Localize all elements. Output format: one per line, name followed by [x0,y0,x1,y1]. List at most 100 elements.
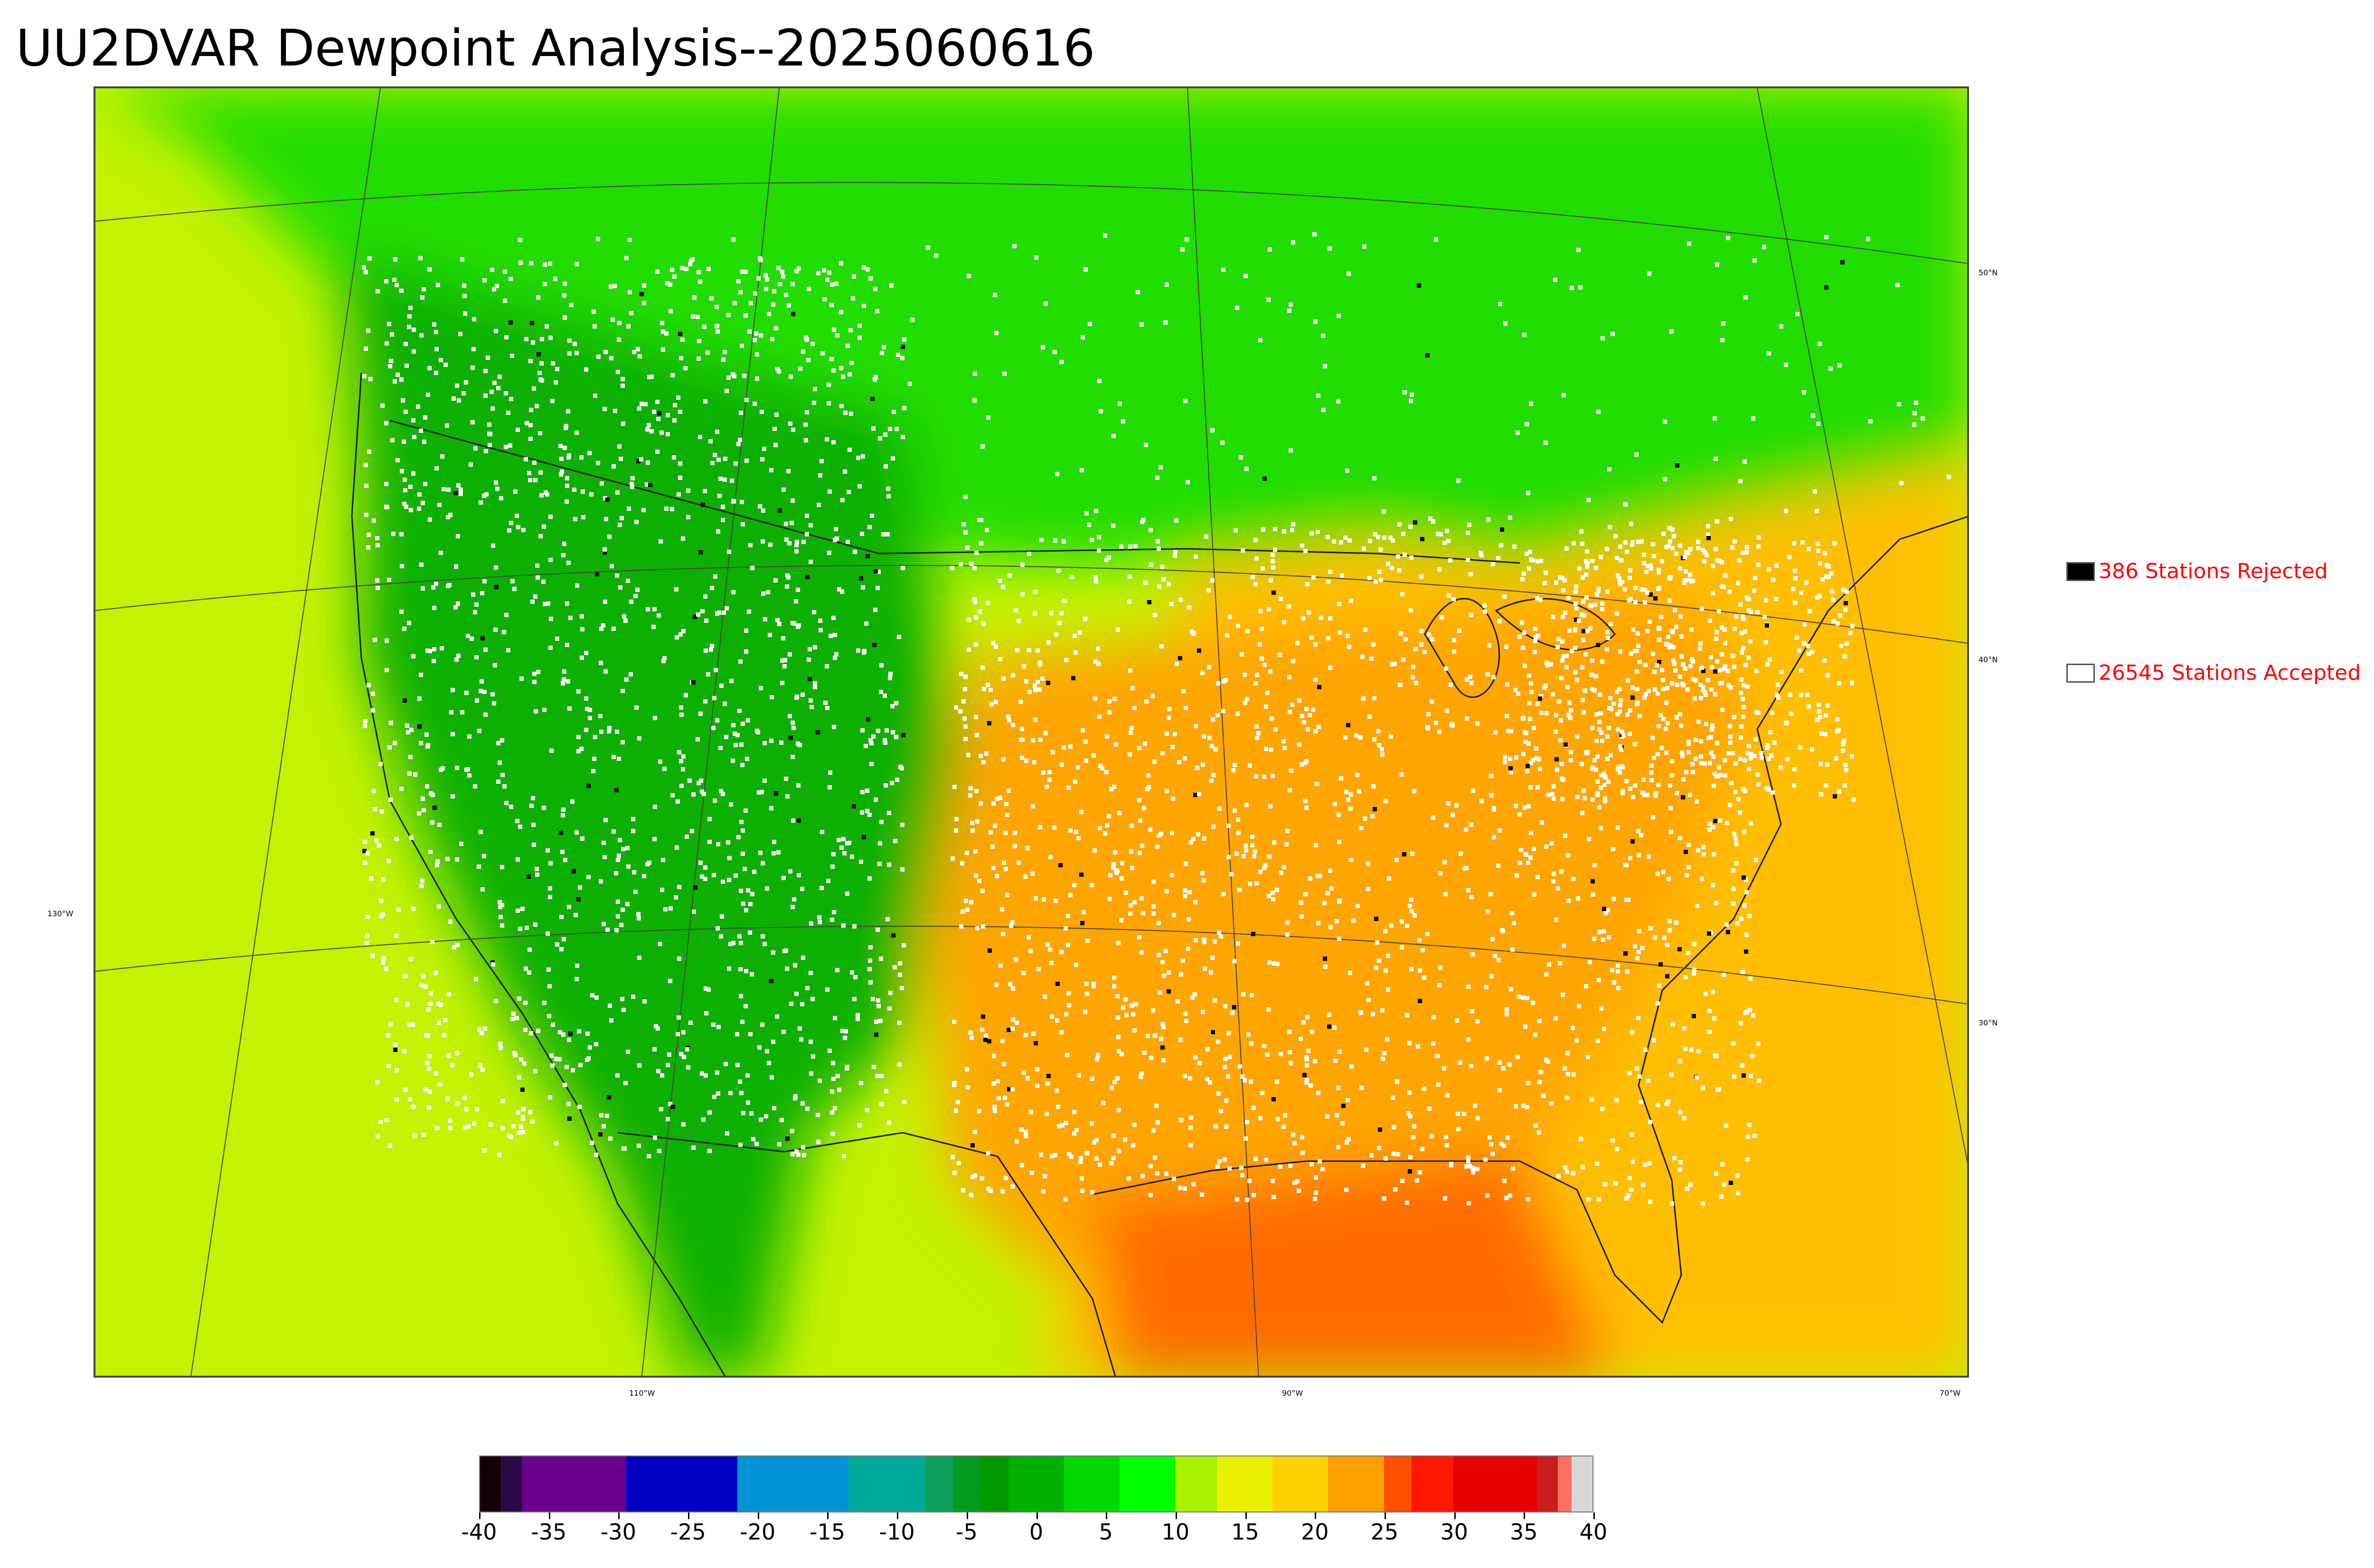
station-accepted [759,333,763,338]
station-accepted [581,489,585,494]
station-accepted [1094,579,1098,583]
station-accepted [366,545,370,550]
station-accepted [1654,791,1658,796]
station-rejected [1302,1073,1307,1077]
station-accepted [1304,806,1309,810]
station-accepted [1396,554,1400,559]
station-accepted [980,444,985,449]
station-accepted [1060,762,1064,767]
station-accepted [392,278,396,282]
station-accepted [464,1107,469,1111]
station-accepted [1707,827,1712,832]
station-accepted [1008,982,1012,986]
station-accepted [1623,863,1627,867]
station-accepted [793,963,797,967]
station-accepted [803,423,808,427]
station-accepted [1667,544,1671,548]
dewpoint-map[interactable] [94,86,1969,1378]
station-accepted [1765,662,1770,667]
station-accepted [1279,871,1283,875]
station-accepted [435,859,440,864]
station-accepted [419,429,423,433]
station-accepted [1718,773,1723,777]
station-accepted [593,735,597,739]
station-accepted [956,1100,960,1104]
station-accepted [1629,1188,1633,1192]
station-accepted [1015,648,1019,652]
station-accepted [893,839,897,843]
station-accepted [1305,1015,1309,1019]
station-accepted [1717,765,1721,770]
station-accepted [610,564,614,568]
station-accepted [1471,1170,1475,1174]
station-accepted [1533,639,1537,643]
station-accepted [1437,567,1441,572]
station-accepted [746,1100,750,1105]
station-accepted [731,759,735,763]
station-accepted [475,1107,479,1111]
station-accepted [575,830,579,835]
station-accepted [643,402,648,406]
station-accepted [1271,774,1275,778]
station-accepted [879,1102,884,1106]
station-accepted [1720,560,1724,564]
station-accepted [1297,1189,1301,1193]
station-accepted [744,629,748,633]
station-accepted [970,828,975,833]
station-accepted [1384,968,1388,973]
station-accepted [1752,1134,1757,1138]
station-accepted [1688,664,1693,668]
station-accepted [439,1003,443,1007]
station-accepted [772,840,776,844]
station-accepted [1609,753,1613,757]
station-accepted [1711,564,1715,568]
station-accepted [1762,245,1766,249]
station-accepted [884,1089,888,1093]
station-accepted [455,1101,460,1106]
station-accepted [1132,900,1137,904]
station-accepted [1100,766,1104,770]
station-rejected [1079,873,1083,877]
station-accepted [1209,779,1214,783]
station-accepted [1746,1135,1750,1139]
station-accepted [1673,668,1677,673]
station-accepted [897,635,901,639]
station-accepted [809,971,813,975]
station-accepted [868,958,872,963]
station-accepted [1379,578,1383,582]
station-accepted [846,344,850,348]
station-accepted [1749,756,1753,761]
station-accepted [418,256,423,260]
station-accepted [1041,1189,1046,1193]
station-accepted [1056,1105,1060,1109]
colorbar-segment [1008,1456,1064,1512]
legend-accepted: 26545 Stations Accepted [2066,661,2361,685]
station-accepted [1574,1038,1579,1042]
station-accepted [364,463,368,467]
station-accepted [1628,1176,1632,1180]
station-accepted [959,924,963,929]
station-accepted [554,1057,558,1061]
station-accepted [1590,726,1594,730]
station-accepted [1799,668,1803,673]
station-accepted [474,602,479,607]
station-accepted [1116,1035,1121,1039]
station-accepted [1696,546,1700,550]
station-accepted [1087,523,1091,527]
station-accepted [1142,806,1146,810]
station-accepted [969,562,973,566]
station-accepted [1681,662,1685,667]
station-accepted [1585,549,1589,554]
station-accepted [403,478,407,482]
station-accepted [1434,237,1438,242]
station-accepted [972,597,977,601]
station-accepted [452,396,456,401]
station-accepted [431,585,435,590]
station-accepted [830,864,835,869]
station-accepted [1149,528,1153,532]
station-accepted [428,1089,432,1094]
station-accepted [1345,1140,1349,1145]
station-accepted [669,309,673,313]
station-accepted [559,947,564,951]
station-accepted [980,666,985,670]
